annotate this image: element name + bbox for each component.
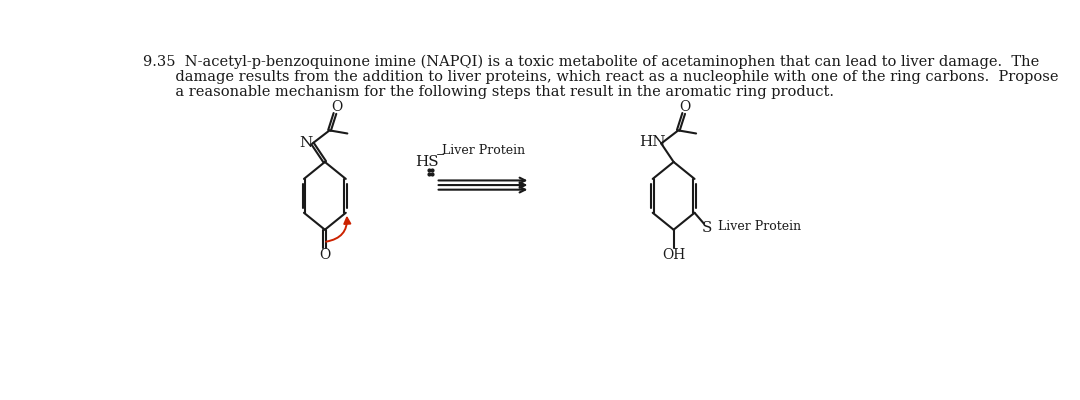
Text: a reasonable mechanism for the following steps that result in the aromatic ring : a reasonable mechanism for the following… (143, 85, 834, 99)
Text: damage results from the addition to liver proteins, which react as a nucleophile: damage results from the addition to live… (143, 70, 1058, 84)
Text: Liver Protein: Liver Protein (718, 220, 801, 233)
Text: O: O (320, 248, 330, 262)
Text: Liver Protein: Liver Protein (442, 144, 525, 157)
Text: N: N (299, 136, 312, 150)
Text: HN: HN (639, 135, 666, 149)
Text: −: − (435, 150, 445, 160)
Text: HS: HS (416, 155, 440, 169)
Text: 9.35  N-acetyl-p-benzoquinone imine (NAPQI) is a toxic metabolite of acetaminoph: 9.35 N-acetyl-p-benzoquinone imine (NAPQ… (143, 54, 1039, 68)
Text: O: O (679, 100, 691, 114)
FancyArrowPatch shape (326, 218, 350, 242)
Text: O: O (330, 100, 342, 114)
Text: OH: OH (662, 248, 685, 262)
Text: S: S (702, 221, 712, 235)
